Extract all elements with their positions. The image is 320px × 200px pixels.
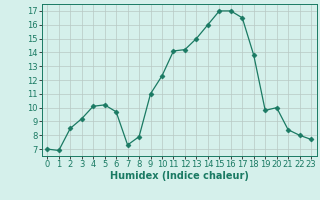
X-axis label: Humidex (Indice chaleur): Humidex (Indice chaleur) [110,171,249,181]
